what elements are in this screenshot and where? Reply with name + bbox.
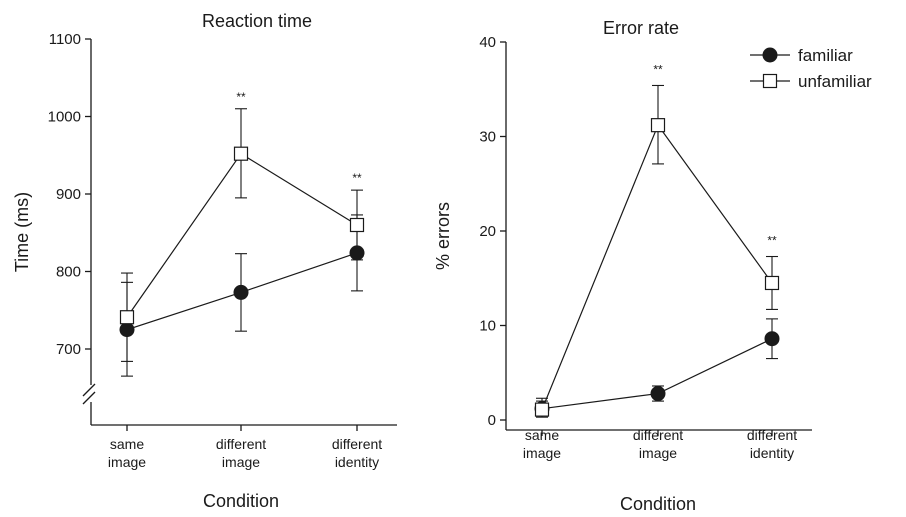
y-tick-label: 40 [479, 34, 496, 51]
y-tick-label: 30 [479, 129, 496, 146]
error-rate-chart: Error rate % errors Condition 0 10 20 30 40 same… [433, 18, 812, 514]
rt-unfamiliar-point [119, 310, 135, 325]
axis-break-mark [82, 383, 96, 397]
significance-label: ** [236, 90, 246, 104]
x-tick-label: different image [216, 436, 266, 470]
significance-label: ** [653, 62, 663, 76]
legend-familiar-marker [762, 47, 778, 63]
legend: familiar unfamiliar [750, 46, 872, 91]
y-tick-label: 10 [479, 318, 496, 335]
y-axis-title: % errors [433, 202, 453, 270]
legend-unfamiliar-marker [762, 73, 778, 89]
y-tick-label: 0 [488, 412, 496, 429]
rt-familiar-point [349, 245, 365, 261]
x-tick-label: same image [108, 436, 146, 470]
err-familiar-point [650, 386, 666, 402]
x-tick-label: different identity [747, 427, 797, 461]
y-tick-label: 900 [56, 186, 81, 203]
err-unfamiliar-point [764, 275, 780, 291]
y-tick-label: 1000 [48, 109, 81, 126]
rt-familiar-point [233, 284, 249, 300]
axis-break-mark [82, 391, 96, 405]
significance-label: ** [352, 171, 362, 185]
x-axis-title: Condition [620, 494, 696, 512]
err-familiar-point [764, 331, 780, 347]
y-tick-label: 800 [56, 264, 81, 281]
rt-familiar-point [119, 322, 135, 338]
err-unfamiliar-point [534, 402, 550, 417]
chart-title: Error rate [603, 18, 679, 38]
err-series-unfamiliar-line [541, 123, 773, 410]
y-axis-title: Time (ms) [12, 192, 32, 272]
y-tick-label: 700 [56, 341, 81, 358]
y-tick-label: 20 [479, 223, 496, 240]
err-unfamiliar-point [650, 118, 666, 133]
legend-familiar-label: familiar [798, 46, 853, 65]
y-tick-label: 1100 [49, 31, 81, 48]
significance-label: ** [767, 234, 777, 248]
rt-unfamiliar-point [349, 217, 365, 233]
x-tick-label: different image [633, 427, 683, 461]
chart-title: Reaction time [202, 11, 312, 31]
x-tick-label: different identity [332, 436, 382, 470]
rt-unfamiliar-point [233, 146, 249, 161]
legend-unfamiliar-label: unfamiliar [798, 72, 872, 91]
x-axis-title: Condition [203, 491, 279, 511]
x-tick-label: same image [523, 427, 561, 461]
reaction-time-chart: Reaction time Time (ms) Condition 700 800 900… [12, 11, 397, 511]
